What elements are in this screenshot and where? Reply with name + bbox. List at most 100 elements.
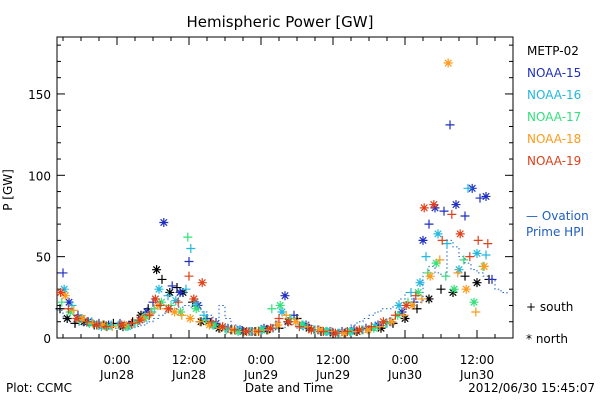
data-point-north: [378, 317, 388, 327]
data-point-south: [63, 304, 73, 314]
x-tick-time-label: 0:00: [248, 353, 275, 367]
data-point-south: [69, 305, 79, 315]
data-point-north: [242, 326, 252, 336]
data-point-south: [442, 239, 452, 249]
data-point-north: [455, 229, 465, 239]
data-point-south: [101, 322, 111, 332]
data-point-south: [318, 326, 328, 336]
legend-entry-noaa-19: NOAA-19: [527, 154, 581, 168]
data-point-north: [123, 322, 133, 332]
data-point-south: [411, 291, 421, 301]
data-point-north: [472, 248, 482, 258]
data-point-north: [284, 317, 294, 327]
data-point-north: [171, 296, 181, 306]
data-point-north: [280, 291, 290, 301]
data-point-north: [339, 328, 349, 338]
data-point-south: [424, 219, 434, 229]
data-point-south: [201, 315, 211, 325]
y-axis-label: P [GW]: [1, 169, 15, 211]
data-point-north: [418, 235, 428, 245]
data-point-south: [281, 310, 291, 320]
data-points: [55, 58, 497, 338]
data-point-north: [306, 325, 316, 335]
data-point-south: [57, 297, 67, 307]
x-tick-date-label: Jun30: [459, 368, 494, 382]
data-point-north: [431, 258, 441, 268]
data-point-south: [436, 284, 446, 294]
data-point-north: [72, 313, 82, 323]
data-point-north: [176, 307, 186, 317]
data-point-north: [394, 300, 404, 310]
data-point-north: [170, 307, 180, 317]
data-point-north: [297, 320, 307, 330]
data-point-north: [56, 287, 66, 297]
data-point-north: [98, 320, 108, 330]
legend-entry-noaa-15: NOAA-15: [527, 66, 581, 80]
data-point-south: [421, 252, 431, 262]
data-point-south: [184, 271, 194, 281]
x-tick-date-label: Jun30: [387, 368, 422, 382]
data-point-north: [185, 313, 195, 323]
data-point-south: [144, 310, 154, 320]
data-point-north: [469, 297, 479, 307]
data-point-south: [459, 255, 469, 265]
data-point-north: [430, 203, 440, 213]
data-point-north: [191, 304, 201, 314]
x-tick-date-label: Jun28: [171, 368, 206, 382]
data-point-south: [441, 271, 451, 281]
x-tick-date-label: Jun29: [315, 368, 350, 382]
data-point-south: [465, 252, 475, 262]
legend-entry-noaa-16: NOAA-16: [527, 88, 581, 102]
y-tick-label: 100: [28, 169, 51, 183]
data-point-north: [407, 300, 417, 310]
data-point-south: [186, 244, 196, 254]
data-point-north: [159, 217, 169, 227]
data-point-north: [117, 320, 127, 330]
data-point-north: [275, 300, 285, 310]
data-point-north: [419, 203, 429, 213]
data-point-north: [315, 325, 325, 335]
data-point-south: [460, 211, 470, 221]
data-point-south: [172, 283, 182, 293]
data-point-north: [400, 313, 410, 323]
data-point-north: [141, 312, 151, 322]
data-point-north: [429, 200, 439, 210]
data-point-south: [412, 304, 422, 314]
data-point-north: [142, 307, 152, 317]
data-point-south: [439, 206, 449, 216]
data-point-north: [152, 265, 162, 275]
plot-frame: [56, 36, 514, 339]
footer-source: Plot: CCMC: [6, 381, 72, 395]
y-tick-label: 0: [43, 332, 51, 346]
data-point-north: [369, 323, 379, 333]
x-tick-time-label: 0:00: [392, 353, 419, 367]
data-point-south: [366, 322, 376, 332]
marker-south-note: + south: [526, 300, 573, 314]
data-point-south: [199, 310, 209, 320]
data-point-north: [190, 297, 200, 307]
data-point-north: [443, 58, 453, 68]
data-point-north: [479, 261, 489, 271]
data-point-north: [401, 300, 411, 310]
data-point-south: [126, 318, 136, 328]
data-point-south: [55, 304, 65, 314]
data-point-north: [156, 297, 166, 307]
data-point-south: [483, 239, 493, 249]
x-tick-time-label: 12:00: [316, 353, 351, 367]
x-tick-date-label: Jun28: [99, 368, 134, 382]
data-point-south: [390, 310, 400, 320]
data-point-south: [184, 257, 194, 267]
data-point-south: [173, 297, 183, 307]
data-point-north: [204, 320, 214, 330]
data-point-north: [65, 307, 75, 317]
data-point-north: [218, 322, 228, 332]
data-point-north: [448, 287, 458, 297]
footer-timestamp: 2012/06/30 15:45:07: [468, 381, 595, 395]
data-point-north: [62, 313, 72, 323]
data-point-north: [373, 320, 383, 330]
data-point-north: [413, 287, 423, 297]
data-point-south: [230, 325, 240, 335]
data-point-south: [463, 183, 473, 193]
data-point-north: [454, 265, 464, 275]
data-point-south: [195, 317, 205, 327]
